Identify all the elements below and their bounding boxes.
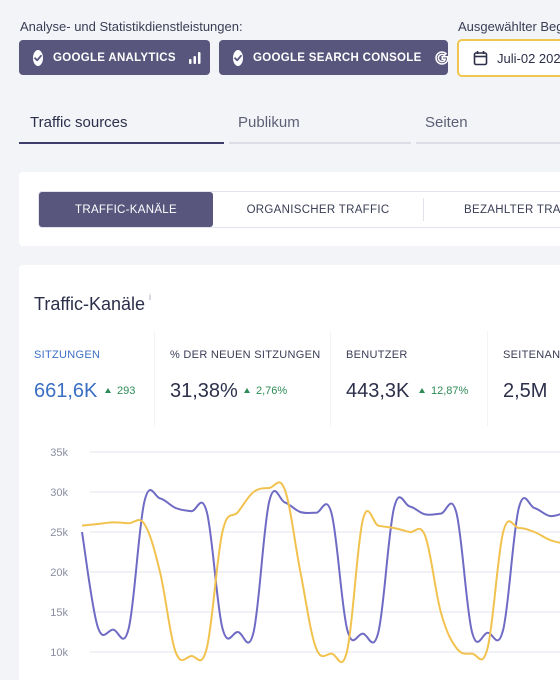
check-icon [33, 49, 43, 66]
calendar-icon [473, 50, 488, 66]
date-range-label: Ausgewählter Beg [458, 19, 560, 34]
up-arrow-icon [419, 388, 425, 393]
metric-value: 2,5M [503, 380, 548, 402]
metric-label: BENUTZER [346, 349, 408, 361]
metric-sitzungen[interactable]: SITZUNGEN 661,6K 293 [19, 331, 154, 429]
up-arrow-icon [105, 388, 111, 393]
date-picker[interactable]: Juli-02 202 [457, 39, 560, 77]
google-analytics-button[interactable]: GOOGLE ANALYTICS [19, 40, 210, 75]
y-tick-label: 15k [50, 607, 68, 619]
metric-delta: 293 [105, 385, 135, 397]
google-search-console-label: GOOGLE SEARCH CONSOLE [253, 51, 422, 64]
tab-publikum[interactable]: Publikum [238, 114, 300, 131]
chart-title: Traffic-Kanäle [34, 294, 146, 314]
metric-label: % DER NEUEN SITZUNGEN [170, 349, 321, 361]
info-icon[interactable]: i [149, 292, 151, 302]
subtab-traffic-kanaele[interactable]: TRAFFIC-KANÄLE [39, 192, 213, 227]
metric-value: 443,3K [346, 380, 410, 402]
subtab-organischer-traffic[interactable]: ORGANISCHER TRAFFIC [246, 203, 390, 216]
metric-delta-value: 2,76% [256, 385, 288, 397]
up-arrow-icon [244, 388, 250, 393]
y-tick-label: 20k [50, 567, 68, 579]
series-line-purple [81, 489, 560, 644]
metric-benutzer[interactable]: BENUTZER 443,3K 12,87% [331, 331, 487, 426]
tab-underline [416, 142, 560, 144]
tab-traffic-sources[interactable]: Traffic sources [30, 114, 128, 131]
y-tick-label: 30k [50, 487, 68, 499]
traffic-line-chart: 35k 30k 25k 20k 15k 10k [50, 447, 560, 664]
google-analytics-label: GOOGLE ANALYTICS [53, 51, 176, 64]
analytics-bars-icon [188, 51, 202, 65]
metric-delta: 12,87% [419, 385, 468, 397]
subtab-bezahlter-traffic[interactable]: BEZAHLTER TRAF [464, 203, 560, 216]
metric-label: SITZUNGEN [34, 349, 101, 361]
metric-delta-value: 293 [117, 385, 136, 397]
metric-value: 661,6K [34, 380, 98, 402]
series-line-yellow [81, 481, 560, 664]
metric-delta-value: 12,87% [431, 385, 469, 397]
google-search-console-button[interactable]: GOOGLE SEARCH CONSOLE [219, 40, 450, 75]
metric-label: SEITENANS [503, 349, 560, 361]
metric-neue-sitzungen[interactable]: % DER NEUEN SITZUNGEN 31,38% 2,76% [155, 331, 330, 426]
metric-seitenansichten[interactable]: SEITENANS 2,5M [488, 331, 560, 426]
date-value: Juli-02 202 [497, 50, 560, 66]
y-tick-label: 35k [50, 447, 68, 459]
services-label: Analyse- und Statistikdienstleistungen: [20, 19, 243, 34]
google-g-icon [434, 50, 450, 66]
metric-delta: 2,76% [244, 385, 287, 397]
metric-value: 31,38% [170, 380, 238, 402]
tab-seiten[interactable]: Seiten [425, 114, 468, 131]
tab-underline-active [19, 142, 224, 144]
tab-underline [229, 142, 411, 144]
y-tick-label: 25k [50, 527, 68, 539]
y-tick-label: 10k [50, 647, 68, 659]
check-icon [233, 49, 243, 66]
subtab-divider [423, 198, 424, 221]
